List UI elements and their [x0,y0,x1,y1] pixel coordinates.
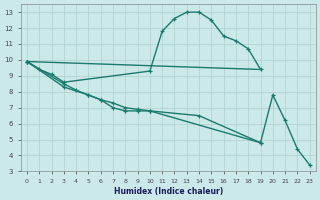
X-axis label: Humidex (Indice chaleur): Humidex (Indice chaleur) [114,187,223,196]
